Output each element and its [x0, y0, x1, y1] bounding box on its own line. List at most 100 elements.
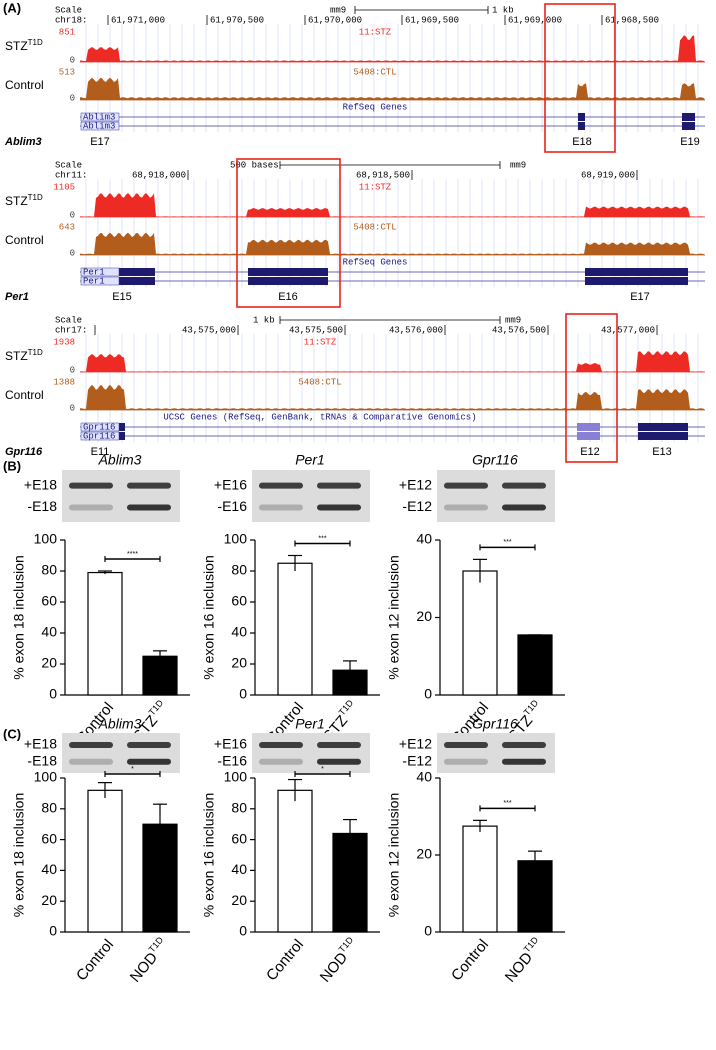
y-axis-label: % exon 12 inclusion [386, 555, 402, 680]
exon-block [248, 277, 328, 285]
gel-label: -E16 [217, 753, 247, 769]
gene-name: Ablim3 [4, 136, 42, 148]
gel-band [259, 504, 303, 511]
y-tick-label: 60 [41, 830, 57, 846]
y-tick-label: 80 [41, 562, 57, 578]
y-tick-label: 60 [231, 830, 247, 846]
coord-label: 43,575,000 [182, 325, 236, 335]
transcript-name: Per1 [83, 267, 105, 277]
exon-block [585, 268, 688, 276]
gel-image [437, 733, 555, 773]
coord-label: 68,918,000 [132, 170, 186, 180]
y-tick-label: 0 [424, 923, 432, 939]
gel-band [444, 504, 488, 511]
coverage-profile [80, 77, 705, 100]
y-tick-label: 20 [41, 892, 57, 908]
y-tick-label: 40 [416, 769, 432, 785]
y-tick-label: 0 [239, 686, 247, 702]
significance-label: *** [503, 800, 511, 807]
transcript-name: Ablim3 [83, 112, 115, 122]
highlight-box [544, 3, 616, 153]
gene-track-label: RefSeq Genes [343, 102, 408, 112]
gel-band [317, 504, 361, 511]
exon-label: E19 [680, 136, 700, 148]
highlight-box [236, 158, 341, 308]
track-min: 0 [70, 93, 75, 103]
gel-label: +E12 [399, 476, 432, 492]
bar [142, 823, 178, 933]
gel-band [502, 742, 546, 748]
exon-block [577, 423, 600, 431]
track-max: 513 [59, 67, 75, 77]
exon-label: E13 [652, 446, 672, 458]
chrom-label: chr18: [55, 15, 87, 25]
coverage-profile [80, 384, 705, 410]
gel-label: +E18 [24, 736, 57, 752]
coord-label: 43,576,500 [492, 325, 546, 335]
gel-band [127, 742, 171, 748]
y-tick-label: 20 [416, 608, 432, 624]
bar [517, 634, 553, 696]
transcript-name: Ablim3 [83, 121, 115, 131]
track-min: 0 [70, 55, 75, 65]
exon-block [638, 423, 688, 431]
track-label: 5408:CTL [353, 67, 396, 77]
track-name-superscript: T1D [28, 348, 43, 357]
panel-label: (A) [3, 0, 21, 15]
track-max: 1938 [53, 337, 75, 347]
track-name: Control [5, 233, 44, 247]
track-label: 5408:CTL [298, 377, 341, 387]
gel-label: -E12 [402, 498, 432, 514]
y-tick-label: 20 [231, 892, 247, 908]
y-axis-label: % exon 18 inclusion [11, 793, 27, 918]
gel-band [317, 758, 361, 765]
gel-image [62, 733, 180, 773]
scale-bar-label: 1 kb [492, 5, 514, 15]
track-label: 11:STZ [359, 182, 392, 192]
y-tick-label: 40 [41, 861, 57, 877]
gene-name: Per1 [5, 291, 29, 303]
gel-band [127, 504, 171, 511]
bar [517, 860, 553, 933]
track-name: Control [5, 78, 44, 92]
panel-label: (B) [3, 458, 21, 473]
gel-band [259, 758, 303, 765]
chrom-label: chr17: [55, 325, 87, 335]
y-tick-label: 20 [416, 846, 432, 862]
y-tick-label: 100 [34, 769, 58, 785]
gel-image [252, 470, 370, 522]
gel-band [69, 758, 113, 765]
gel-band [127, 482, 171, 489]
gel-band [259, 742, 303, 748]
track-min: 0 [70, 210, 75, 220]
bar [142, 655, 178, 696]
gel-band [502, 482, 546, 489]
track-name-text: STZ [5, 39, 28, 53]
gel-label: -E12 [402, 753, 432, 769]
track-max: 643 [59, 222, 75, 232]
exon-block [682, 113, 695, 121]
gel-label: -E18 [27, 498, 57, 514]
y-axis-label: % exon 18 inclusion [11, 555, 27, 680]
gel-band [317, 482, 361, 489]
y-tick-label: 40 [416, 531, 432, 547]
y-tick-label: 20 [231, 655, 247, 671]
bar [332, 832, 368, 933]
track-name: STZT1D [5, 348, 43, 364]
chart-title: Gpr116 [472, 452, 518, 468]
coverage-profile [80, 193, 705, 217]
coord-label: 61,968,500 [605, 15, 659, 25]
y-tick-label: 0 [49, 686, 57, 702]
track-min: 0 [70, 365, 75, 375]
transcript-name-box [80, 276, 120, 286]
significance-label: * [131, 766, 134, 773]
y-tick-label: 40 [41, 624, 57, 640]
track-name-text: STZ [5, 349, 28, 363]
bar [462, 570, 498, 696]
chart-title: Per1 [295, 452, 325, 468]
scale-bar-label: 500 bases [230, 160, 279, 170]
exon-label: E11 [91, 446, 110, 458]
transcript-name-box [80, 267, 120, 277]
